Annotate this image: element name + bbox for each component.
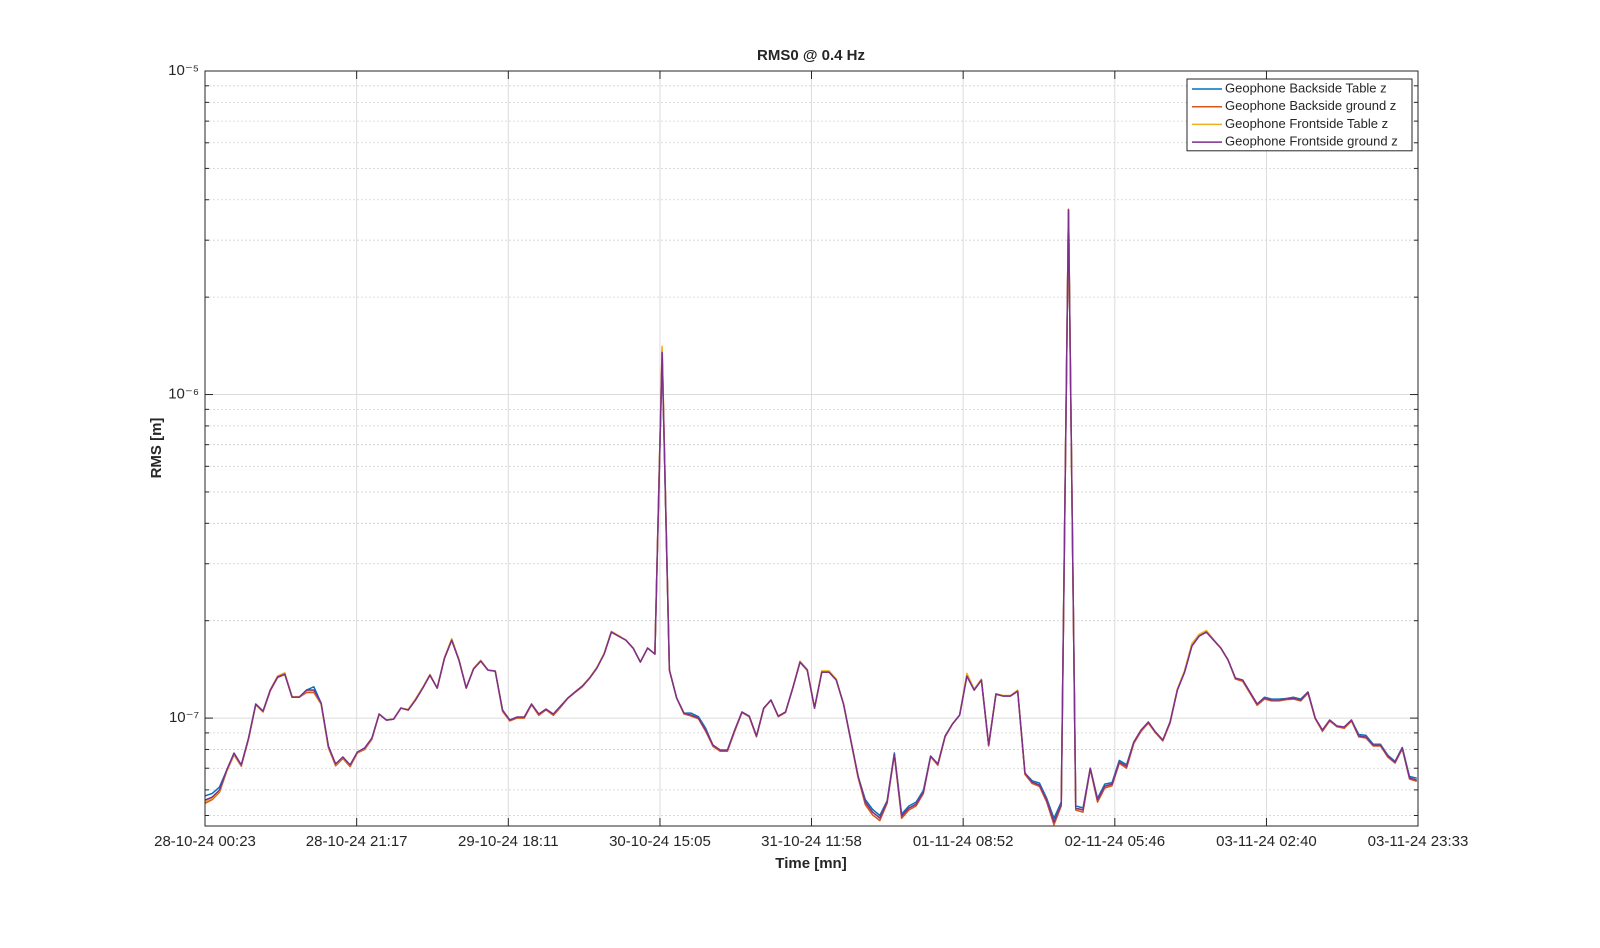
- legend-label: Geophone Backside ground z: [1225, 98, 1396, 113]
- x-tick-label: 03-11-24 23:33: [1368, 833, 1469, 850]
- y-axis-label: RMS [m]: [148, 418, 165, 479]
- x-tick-label: 31-10-24 11:58: [761, 833, 862, 850]
- x-tick-label: 29-10-24 18:11: [458, 833, 559, 850]
- legend-label: Geophone Frontside Table z: [1225, 116, 1388, 131]
- y-tick-label: 10⁻⁶: [168, 386, 199, 403]
- y-tick-label: 10⁻⁵: [168, 62, 199, 79]
- ticks: 10⁻⁷ 10⁻⁶ 10⁻⁵ 28-10-24 00:23 28-10-24 21:17…: [154, 62, 1468, 850]
- legend: Geophone Backside Table z Geophone Backsi…: [1186, 78, 1413, 152]
- lines: [205, 208, 1418, 826]
- y-tick-label: 10⁻⁷: [169, 709, 199, 726]
- x-tick-label: 28-10-24 00:23: [154, 833, 256, 850]
- chart-title: RMS0 @ 0.4 Hz: [757, 47, 865, 64]
- x-tick-label: 02-11-24 05:46: [1064, 833, 1165, 850]
- x-tick-label: 01-11-24 08:52: [913, 833, 1014, 850]
- x-tick-label: 03-11-24 02:40: [1216, 833, 1317, 850]
- legend-label: Geophone Frontside ground z: [1225, 134, 1398, 149]
- legend-label: Geophone Backside Table z: [1225, 80, 1387, 95]
- x-tick-label: 28-10-24 21:17: [306, 833, 408, 850]
- x-axis-label: Time [mn]: [775, 855, 846, 872]
- x-tick-label: 30-10-24 15:05: [609, 833, 711, 850]
- legend-box: [1186, 78, 1413, 152]
- data-line: [205, 209, 1418, 823]
